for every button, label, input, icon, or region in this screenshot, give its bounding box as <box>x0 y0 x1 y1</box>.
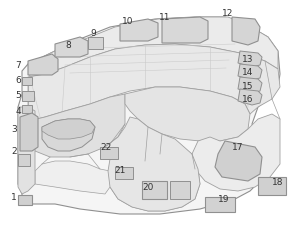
Text: 4: 4 <box>15 107 21 116</box>
Text: 2: 2 <box>11 147 17 156</box>
Bar <box>205 197 235 212</box>
Text: 18: 18 <box>272 178 284 187</box>
Polygon shape <box>18 18 280 214</box>
Polygon shape <box>162 18 208 44</box>
Polygon shape <box>20 114 38 151</box>
Bar <box>22 92 34 101</box>
Text: 14: 14 <box>242 68 254 77</box>
Bar <box>22 78 32 86</box>
Polygon shape <box>28 18 278 78</box>
Text: 21: 21 <box>114 166 126 175</box>
Polygon shape <box>238 78 262 94</box>
Text: 17: 17 <box>232 143 244 152</box>
Polygon shape <box>55 38 88 58</box>
Polygon shape <box>28 45 280 121</box>
Bar <box>22 106 32 114</box>
Polygon shape <box>238 65 262 81</box>
Bar <box>115 167 133 179</box>
Text: 5: 5 <box>15 91 21 100</box>
Polygon shape <box>42 119 95 151</box>
Text: 6: 6 <box>15 76 21 85</box>
Polygon shape <box>238 90 262 106</box>
Bar <box>88 38 103 50</box>
Polygon shape <box>35 144 200 211</box>
Text: 15: 15 <box>242 82 254 91</box>
Polygon shape <box>120 20 158 42</box>
Text: 9: 9 <box>90 28 96 37</box>
Text: 19: 19 <box>218 195 230 204</box>
Text: 8: 8 <box>65 40 71 49</box>
Text: 20: 20 <box>142 183 154 192</box>
Polygon shape <box>105 118 200 211</box>
Text: 12: 12 <box>222 10 234 18</box>
Bar <box>142 181 167 199</box>
Polygon shape <box>18 108 35 194</box>
Bar <box>170 181 190 199</box>
Text: 1: 1 <box>11 193 17 202</box>
Bar <box>258 177 286 195</box>
Polygon shape <box>232 18 260 46</box>
Text: 22: 22 <box>100 143 112 152</box>
Polygon shape <box>28 95 125 157</box>
Text: 16: 16 <box>242 95 254 104</box>
Polygon shape <box>28 55 58 76</box>
Bar <box>18 154 30 166</box>
Polygon shape <box>238 52 262 68</box>
Bar <box>18 195 32 205</box>
Text: 7: 7 <box>15 61 21 70</box>
Text: 11: 11 <box>159 13 171 22</box>
Text: 13: 13 <box>242 55 254 64</box>
Bar <box>100 147 118 159</box>
Text: 3: 3 <box>11 125 17 134</box>
Polygon shape <box>215 141 262 181</box>
Polygon shape <box>125 88 250 141</box>
Text: 10: 10 <box>122 17 134 26</box>
Polygon shape <box>42 119 95 139</box>
Polygon shape <box>192 114 280 191</box>
